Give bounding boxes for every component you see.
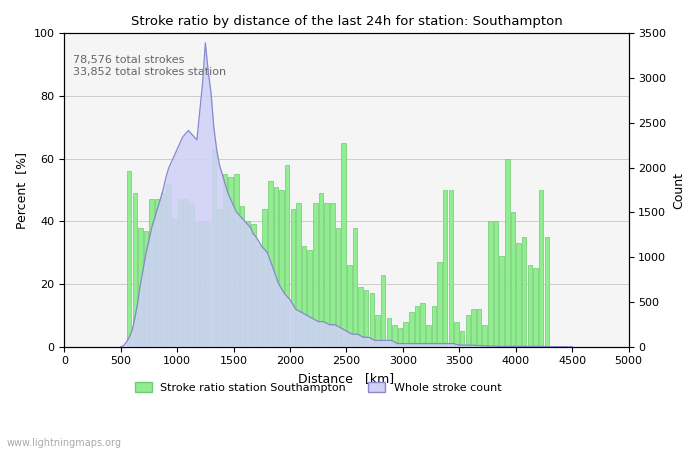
Bar [178, 199, 182, 346]
Bar [522, 237, 526, 346]
Bar [342, 143, 346, 346]
Bar [240, 206, 244, 346]
Bar [392, 325, 397, 346]
Text: www.lightningmaps.org: www.lightningmaps.org [7, 437, 122, 447]
Bar [460, 331, 464, 346]
Bar [539, 190, 543, 346]
Bar [307, 250, 312, 346]
Bar [296, 202, 301, 346]
Bar [375, 315, 379, 346]
Bar [454, 322, 458, 346]
Bar [150, 199, 154, 346]
Legend: Stroke ratio station Southampton, Whole stroke count: Stroke ratio station Southampton, Whole … [130, 378, 506, 397]
Bar [533, 268, 538, 346]
Bar [421, 303, 425, 346]
Bar [127, 171, 132, 346]
Bar [217, 209, 222, 346]
Bar [195, 221, 200, 346]
Title: Stroke ratio by distance of the last 24h for station: Southampton: Stroke ratio by distance of the last 24h… [131, 15, 562, 28]
Bar [234, 174, 239, 346]
Bar [517, 243, 521, 346]
Y-axis label: Count: Count [672, 171, 685, 208]
Bar [206, 221, 211, 346]
Bar [336, 228, 340, 346]
Bar [471, 309, 476, 346]
Bar [279, 190, 284, 346]
Bar [155, 199, 160, 346]
Bar [189, 202, 193, 346]
Bar [528, 265, 532, 346]
Bar [414, 306, 419, 346]
Bar [449, 190, 453, 346]
Bar [302, 247, 307, 346]
Bar [426, 325, 430, 346]
Bar [246, 221, 250, 346]
Bar [172, 218, 176, 346]
Bar [138, 228, 143, 346]
Bar [488, 221, 493, 346]
Bar [505, 159, 510, 346]
Bar [313, 202, 318, 346]
Bar [274, 187, 278, 346]
X-axis label: Distance   [km]: Distance [km] [298, 372, 395, 385]
Bar [398, 328, 402, 346]
Bar [318, 193, 323, 346]
Bar [381, 274, 386, 346]
Bar [466, 315, 470, 346]
Bar [494, 221, 498, 346]
Bar [262, 209, 267, 346]
Bar [409, 312, 414, 346]
Bar [358, 287, 363, 346]
Bar [347, 265, 351, 346]
Bar [386, 319, 391, 346]
Y-axis label: Percent  [%]: Percent [%] [15, 152, 28, 229]
Bar [432, 306, 436, 346]
Bar [285, 165, 289, 346]
Bar [228, 177, 233, 346]
Bar [290, 209, 295, 346]
Bar [499, 256, 504, 346]
Bar [251, 225, 256, 346]
Bar [438, 262, 442, 346]
Bar [370, 293, 374, 346]
Bar [132, 193, 137, 346]
Bar [330, 202, 335, 346]
Bar [211, 149, 216, 346]
Bar [353, 228, 357, 346]
Bar [364, 290, 368, 346]
Bar [482, 325, 487, 346]
Bar [167, 184, 171, 346]
Bar [443, 190, 447, 346]
Bar [223, 174, 228, 346]
Bar [403, 322, 408, 346]
Bar [511, 212, 515, 346]
Bar [144, 231, 148, 346]
Bar [477, 309, 482, 346]
Bar [200, 221, 205, 346]
Bar [268, 180, 272, 346]
Bar [183, 199, 188, 346]
Text: 78,576 total strokes
33,852 total strokes station: 78,576 total strokes 33,852 total stroke… [73, 55, 226, 77]
Bar [545, 237, 549, 346]
Bar [257, 247, 261, 346]
Bar [324, 202, 329, 346]
Bar [161, 193, 165, 346]
